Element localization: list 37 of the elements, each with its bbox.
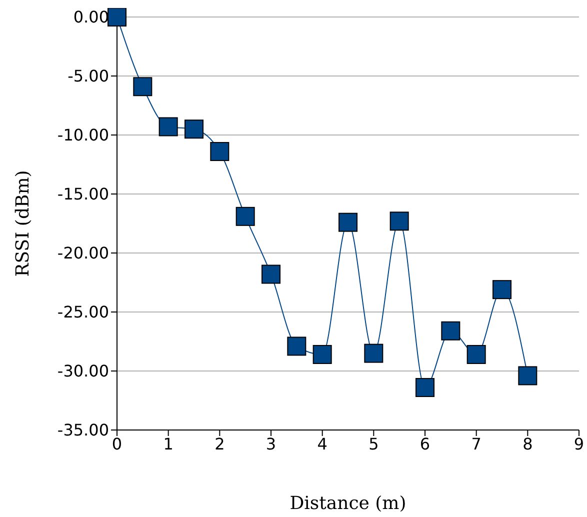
y-tick-label: 0.00 bbox=[73, 8, 109, 27]
x-tick-label: 1 bbox=[163, 434, 174, 454]
y-tick-label: -25.00 bbox=[57, 302, 109, 322]
x-tick-label: 4 bbox=[317, 434, 328, 454]
point bbox=[364, 344, 384, 363]
y-tick-label: -5.00 bbox=[68, 66, 109, 86]
point bbox=[492, 280, 512, 300]
y-tick-label: -30.00 bbox=[57, 362, 109, 381]
point bbox=[133, 77, 152, 96]
x-tick-label: 0 bbox=[112, 434, 122, 454]
x-axis-title: Distance (m) bbox=[290, 493, 406, 514]
x-tick-label: 2 bbox=[214, 434, 225, 454]
point bbox=[108, 8, 126, 26]
point bbox=[338, 212, 358, 232]
x-tick-label: 3 bbox=[266, 434, 276, 454]
point bbox=[518, 366, 538, 386]
point bbox=[312, 344, 332, 364]
y-axis-title: RSSI (dBm) bbox=[12, 170, 34, 277]
x-tick-label: 8 bbox=[522, 434, 533, 454]
point bbox=[416, 378, 434, 398]
y-tick-label: -15.00 bbox=[57, 184, 109, 204]
x-tick-label: 7 bbox=[471, 434, 482, 454]
point bbox=[158, 117, 178, 136]
point bbox=[287, 336, 306, 356]
point bbox=[262, 264, 280, 284]
y-tick-label: -20.00 bbox=[57, 244, 109, 263]
point bbox=[390, 212, 409, 231]
point bbox=[236, 206, 255, 226]
y-tick-label: -35.00 bbox=[57, 420, 109, 440]
point bbox=[184, 120, 204, 139]
point bbox=[210, 142, 230, 162]
y-tick-label: -10.00 bbox=[57, 126, 109, 145]
point bbox=[466, 344, 486, 364]
point bbox=[441, 321, 460, 340]
x-tick-label: 5 bbox=[368, 434, 379, 454]
x-tick-label: 9 bbox=[574, 434, 584, 454]
x-tick-label: 6 bbox=[420, 434, 430, 454]
